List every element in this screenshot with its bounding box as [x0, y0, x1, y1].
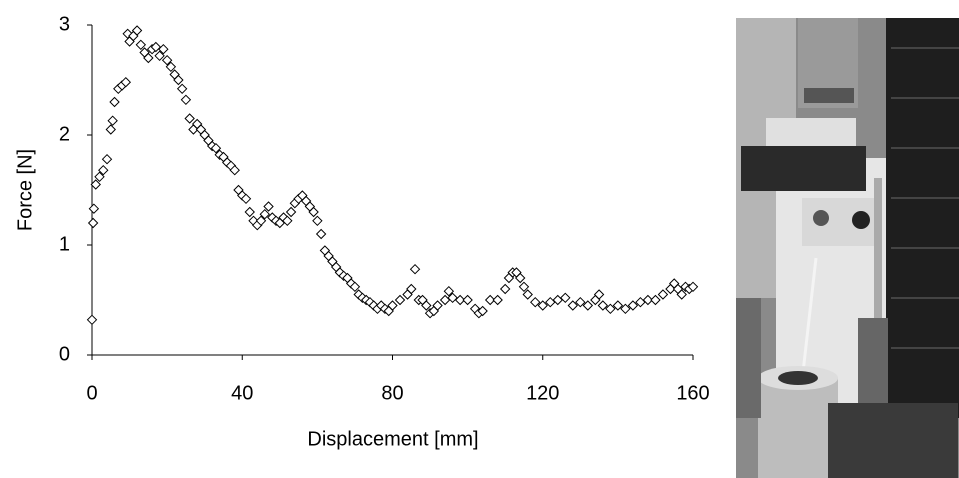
- data-point: [255, 215, 267, 227]
- data-point: [657, 289, 669, 300]
- data-point: [560, 292, 571, 304]
- data-point: [552, 294, 563, 306]
- data-point: [154, 50, 165, 62]
- data-point: [308, 206, 319, 218]
- data-point: [165, 61, 177, 73]
- data-point: [150, 41, 162, 53]
- data-point: [229, 164, 240, 176]
- data-point: [406, 283, 417, 295]
- data-point: [515, 272, 526, 284]
- data-point: [158, 43, 169, 55]
- data-point: [131, 25, 143, 36]
- data-point: [120, 76, 132, 88]
- data-point: [605, 303, 616, 315]
- data-point: [454, 294, 466, 306]
- data-point: [443, 285, 455, 297]
- data-point: [627, 300, 639, 311]
- data-point: [107, 115, 118, 126]
- data-point: [143, 52, 154, 64]
- data-point: [259, 208, 270, 220]
- data-point: [101, 153, 113, 165]
- x-tick-label: 0: [86, 382, 97, 404]
- data-point: [484, 294, 496, 306]
- data-point: [285, 206, 297, 218]
- data-point: [612, 300, 624, 311]
- data-point: [184, 113, 195, 124]
- photo: [736, 18, 959, 478]
- data-point: [582, 300, 594, 311]
- data-point: [87, 217, 99, 229]
- data-point: [530, 296, 541, 308]
- data-point: [499, 283, 511, 295]
- data-point: [312, 215, 323, 227]
- x-tick-label: 120: [526, 382, 559, 404]
- data-point: [394, 294, 406, 306]
- y-tick-label: 3: [59, 13, 70, 35]
- data-point: [210, 142, 222, 154]
- y-axis-title: Force [N]: [14, 149, 36, 231]
- data-point: [421, 300, 432, 311]
- data-point: [409, 263, 421, 275]
- data-point: [537, 300, 548, 311]
- data-point: [522, 289, 533, 300]
- data-point: [135, 39, 147, 51]
- data-point: [263, 201, 274, 212]
- data-point: [349, 281, 361, 293]
- data-point: [676, 289, 687, 300]
- data-point: [387, 300, 398, 311]
- data-point: [492, 294, 503, 306]
- data-point: [567, 300, 579, 311]
- data-point: [90, 179, 101, 190]
- x-tick-label: 40: [231, 382, 253, 404]
- data-point: [88, 203, 100, 214]
- data-point: [180, 94, 192, 106]
- data-point: [176, 83, 188, 95]
- data-point: [105, 124, 116, 135]
- data-point: [432, 300, 443, 311]
- y-tick-label: 0: [59, 343, 70, 365]
- chart: Displacement [mm] Force [N] 0 1 2 3 0 40 80 120…: [14, 13, 709, 450]
- y-tick-label: 2: [59, 123, 70, 145]
- data-point: [98, 164, 109, 176]
- data-point: [597, 300, 609, 311]
- data-point: [593, 289, 605, 300]
- data-point: [477, 305, 488, 317]
- data-point: [620, 303, 631, 315]
- data-point: [642, 294, 654, 306]
- data-point: [439, 294, 451, 306]
- data-point: [315, 228, 327, 240]
- data-point: [240, 193, 252, 205]
- data-point: [650, 294, 661, 306]
- data-point: [161, 54, 173, 66]
- x-tick-label: 160: [676, 382, 709, 404]
- data-point: [86, 314, 98, 326]
- data-point: [462, 294, 473, 306]
- x-tick-label: 80: [381, 382, 403, 404]
- data-point: [282, 215, 293, 227]
- data-point: [575, 296, 586, 308]
- data-point: [687, 281, 699, 293]
- x-axis-title: Displacement [mm]: [307, 428, 478, 450]
- data-point: [447, 292, 458, 304]
- data-point: [109, 96, 120, 108]
- y-tick-label: 1: [59, 233, 70, 255]
- data-point: [518, 281, 530, 293]
- data-point: [94, 171, 105, 183]
- data-point: [244, 206, 255, 218]
- data-point: [173, 74, 184, 86]
- data-point: [635, 296, 646, 308]
- data-point: [545, 296, 556, 308]
